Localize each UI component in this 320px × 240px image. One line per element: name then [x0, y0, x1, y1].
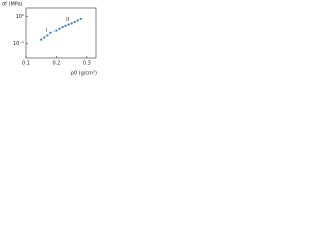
annotation: II — [66, 17, 69, 23]
data-point — [79, 17, 82, 21]
data-point — [55, 29, 58, 32]
data-point — [43, 36, 46, 39]
x-tick-label: 0.2 — [52, 61, 60, 67]
data-point — [46, 34, 49, 37]
y-tick-label: 10⁰ — [16, 14, 24, 20]
data-point — [61, 26, 64, 29]
x-axis-title: ρ0 (g/cm³) — [71, 71, 97, 77]
data-point — [58, 27, 61, 30]
x-tick-label: 0.1 — [22, 61, 30, 67]
data-point — [70, 22, 73, 25]
data-point — [40, 38, 43, 41]
data-point — [64, 24, 67, 27]
plot-frame — [25, 7, 97, 59]
x-tick-label: 0.3 — [83, 61, 91, 67]
data-point — [76, 19, 79, 22]
data-point — [73, 20, 76, 24]
data-point — [49, 31, 52, 34]
annotation: I — [46, 28, 47, 34]
y-axis-title: σf (MPa) — [2, 2, 23, 8]
y-tick-label: 10⁻¹ — [13, 41, 24, 47]
data-point — [67, 23, 70, 26]
